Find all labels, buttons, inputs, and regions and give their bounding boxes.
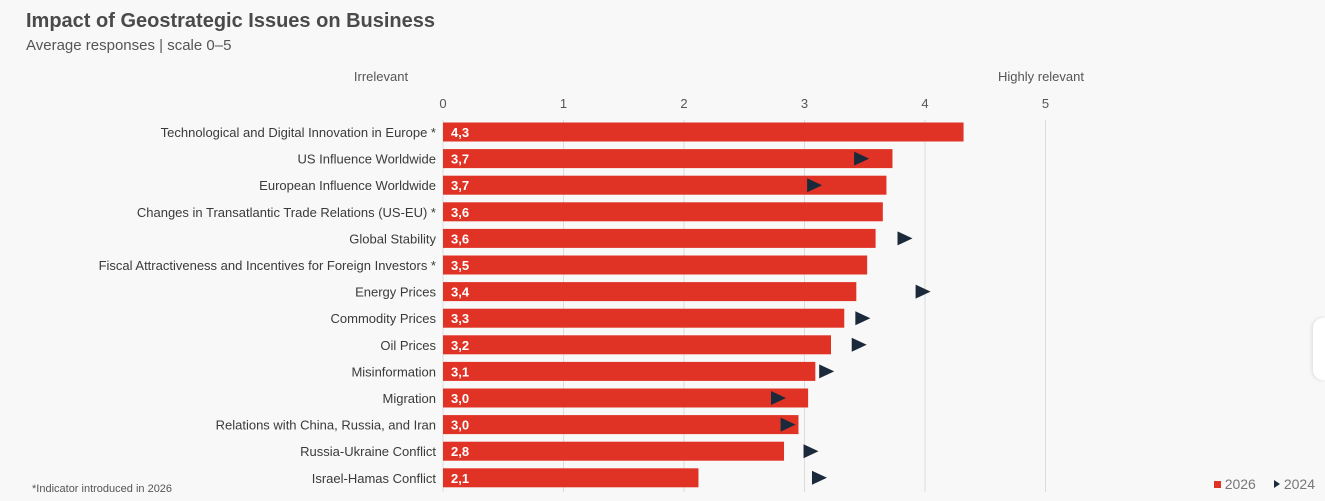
category-label: European Influence Worldwide (259, 178, 436, 193)
scale-label-high: Highly relevant (998, 69, 1084, 84)
bar-2026 (443, 228, 876, 248)
marker-2024 (770, 391, 786, 405)
category-label: Fiscal Attractiveness and Incentives for… (99, 258, 436, 273)
bar-value-label: 3,3 (451, 311, 469, 326)
bar-value-label: 3,4 (451, 285, 470, 300)
bar-2026 (443, 175, 887, 195)
x-tick-label: 5 (1042, 96, 1049, 111)
category-label: Russia-Ukraine Conflict (300, 444, 436, 459)
marker-2024 (854, 151, 870, 166)
marker-2024 (915, 284, 931, 299)
bar-value-label: 3,7 (451, 178, 469, 193)
category-label: Migration (383, 391, 436, 406)
bar-value-label: 3,7 (451, 152, 469, 167)
category-label: Misinformation (351, 364, 436, 379)
marker-2024 (803, 444, 819, 459)
x-tick-label: 1 (560, 96, 567, 111)
bar-value-label: 2,1 (451, 471, 469, 486)
category-label: Changes in Transatlantic Trade Relations… (137, 205, 436, 220)
bar-2026 (443, 388, 809, 408)
bar-2026 (443, 149, 893, 169)
category-label: Energy Prices (355, 285, 436, 300)
footnote: *Indicator introduced in 2026 (32, 483, 173, 495)
bar-2026 (443, 335, 832, 355)
bar-2026 (443, 308, 845, 328)
marker-2024 (807, 178, 823, 193)
bar-2026 (443, 468, 699, 488)
category-label: US Influence Worldwide (298, 152, 437, 167)
category-label: Israel-Hamas Conflict (312, 471, 437, 486)
bar-value-label: 3,6 (451, 205, 469, 220)
legend-square-icon (1213, 480, 1221, 488)
category-label: Commodity Prices (331, 311, 437, 326)
bar-2026 (443, 415, 799, 435)
legend-label-2026: 2026 (1224, 476, 1256, 492)
chart-subtitle: Average responses | scale 0–5 (26, 37, 232, 54)
bar-2026 (443, 441, 785, 461)
category-label: Oil Prices (380, 338, 436, 353)
legend-item-2024: 2024 (1273, 476, 1315, 492)
marker-2024 (811, 470, 827, 485)
bar-value-label: 3,1 (451, 364, 469, 379)
marker-2024 (897, 231, 913, 246)
bar-value-label: 3,0 (451, 418, 469, 433)
x-tick-label: 0 (439, 96, 446, 111)
side-panel-handle[interactable] (1313, 318, 1325, 380)
bar-value-label: 2,8 (451, 444, 469, 459)
bar-2026 (443, 255, 868, 275)
bar-2026 (443, 122, 964, 142)
legend-item-2026: 2026 (1213, 476, 1256, 492)
chart-legend: 2026 2024 (1213, 476, 1315, 492)
bar-value-label: 3,2 (451, 338, 469, 353)
bar-2026 (443, 361, 816, 381)
bar-2026 (443, 282, 857, 302)
chart-title: Impact of Geostrategic Issues on Busines… (26, 10, 436, 32)
x-tick-label: 4 (921, 96, 928, 111)
bar-value-label: 4,3 (451, 125, 469, 140)
bar-value-label: 3,6 (451, 231, 469, 246)
marker-2024 (855, 311, 871, 326)
marker-2024 (780, 417, 796, 432)
category-label: Relations with China, Russia, and Iran (216, 418, 436, 433)
marker-2024 (819, 364, 835, 379)
bar-2026 (443, 202, 883, 222)
legend-label-2024: 2024 (1283, 476, 1315, 492)
bar-value-label: 3,0 (451, 391, 469, 406)
category-label: Technological and Digital Innovation in … (161, 125, 436, 140)
x-tick-label: 3 (801, 96, 808, 111)
legend-triangle-icon (1273, 480, 1280, 488)
scale-label-low: Irrelevant (354, 69, 409, 84)
marker-2024 (851, 337, 867, 352)
bar-value-label: 3,5 (451, 258, 469, 273)
category-label: Global Stability (349, 231, 436, 246)
x-tick-label: 2 (680, 96, 687, 111)
